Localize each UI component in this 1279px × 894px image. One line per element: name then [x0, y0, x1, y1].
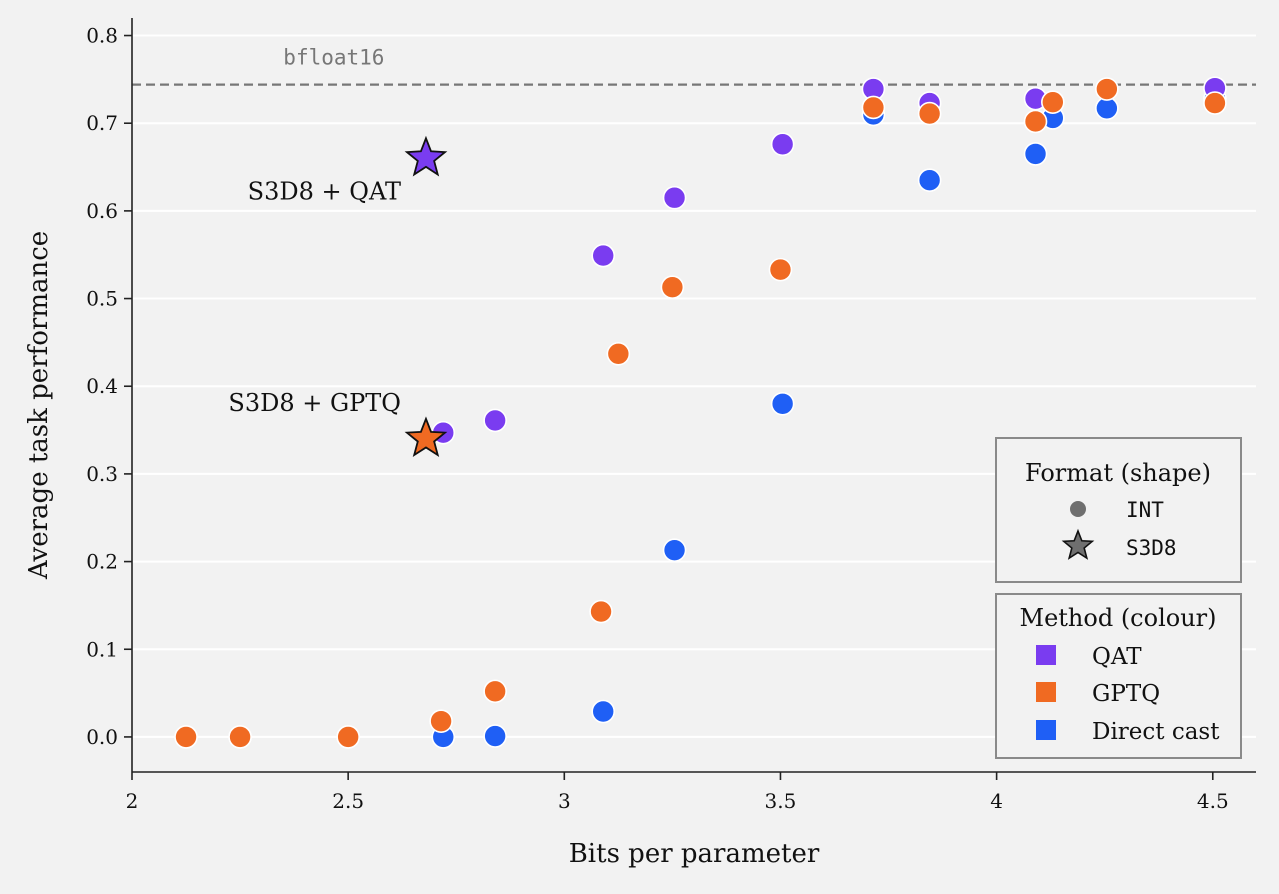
- x-tick-label: 2: [126, 789, 139, 813]
- data-point-gptq: [768, 257, 793, 282]
- x-tick-label: 3.5: [765, 789, 797, 813]
- data-point-qat: [770, 132, 795, 157]
- data-point-direct-cast: [770, 391, 795, 416]
- data-point-gptq: [1041, 90, 1065, 114]
- data-point-gptq: [589, 599, 613, 624]
- legend-swatch-qat: [1036, 645, 1056, 665]
- x-axis-title: Bits per parameter: [569, 839, 820, 869]
- data-point-gptq: [1095, 77, 1119, 101]
- data-point-gptq: [861, 95, 886, 120]
- annotation-qat: S3D8 + QAT: [248, 177, 401, 205]
- y-tick-label: 0.7: [86, 111, 118, 135]
- legend-swatch-gptq: [1036, 682, 1056, 702]
- legend-format-frame: [995, 437, 1242, 583]
- legend-method-label-direct-cast: Direct cast: [1092, 719, 1220, 745]
- legend-method-frame: [995, 593, 1242, 759]
- data-point-star-gptq: [404, 416, 448, 458]
- x-tick-label: 4: [990, 789, 1003, 813]
- y-tick-label: 0.5: [86, 287, 118, 311]
- x-tick-label: 3: [558, 789, 571, 813]
- reference-line-group: bfloat16: [132, 46, 1256, 86]
- y-tick-label: 0.4: [86, 374, 118, 398]
- data-point-gptq: [228, 725, 252, 749]
- legend-method-box: Method (colour) QAT GPTQ Direct cast: [995, 593, 1242, 759]
- legend-star-marker: [1061, 528, 1095, 560]
- data-point-gptq: [1203, 91, 1227, 115]
- y-tick-label: 0.6: [86, 199, 118, 223]
- data-points: [174, 76, 1227, 749]
- x-tick-label: 2.5: [332, 789, 364, 813]
- legend-format-label-s3d8: S3D8: [1126, 536, 1177, 560]
- y-tick-label: 0.3: [86, 462, 118, 486]
- legend-method-label-gptq: GPTQ: [1092, 681, 1160, 707]
- axes: 0.0 0.1 0.2 0.3 0.4 0.5 0.6 0.7 0.8 2 2.5 3 3.5 4 4.5: [86, 18, 1256, 813]
- legend-method-label-qat: QAT: [1092, 644, 1142, 670]
- data-point-direct-cast: [591, 699, 616, 724]
- data-point-direct-cast: [662, 538, 687, 562]
- y-tick-label: 0.0: [86, 725, 118, 749]
- data-point-gptq: [483, 679, 507, 704]
- data-point-qat: [591, 243, 616, 268]
- y-tick-label: 0.2: [86, 550, 118, 574]
- data-point-gptq: [917, 101, 942, 126]
- y-tick-label: 0.1: [86, 637, 118, 661]
- legend-format-box: Format (shape) INT S3D8: [995, 437, 1242, 583]
- legend-swatch-direct-cast: [1036, 720, 1056, 740]
- data-point-star-qat: [404, 135, 448, 177]
- reference-line-label: bfloat16: [283, 46, 384, 70]
- data-point-qat: [662, 185, 687, 210]
- y-tick-label: 0.8: [86, 24, 118, 48]
- data-point-direct-cast: [1023, 142, 1048, 166]
- data-point-direct-cast: [917, 168, 942, 192]
- legend-circle-marker: [1070, 501, 1086, 517]
- data-point-qat: [483, 408, 507, 433]
- legend-format-label-int: INT: [1126, 498, 1164, 522]
- data-point-gptq: [336, 725, 360, 749]
- annotation-gptq: S3D8 + GPTQ: [228, 389, 401, 417]
- y-axis-title: Average task performance: [24, 231, 54, 580]
- data-point-gptq: [429, 709, 453, 733]
- data-point-gptq: [1023, 109, 1048, 134]
- annotations: S3D8 + GPTQ S3D8 + QAT: [228, 177, 401, 417]
- data-point-direct-cast: [483, 724, 507, 748]
- legend-method-title: Method (colour): [1020, 604, 1217, 632]
- data-point-gptq: [606, 341, 631, 366]
- data-point-gptq: [660, 275, 685, 299]
- data-point-gptq: [174, 725, 198, 749]
- legend-format-title: Format (shape): [1025, 459, 1211, 487]
- x-tick-label: 4.5: [1197, 789, 1229, 813]
- gridlines: [132, 34, 1256, 738]
